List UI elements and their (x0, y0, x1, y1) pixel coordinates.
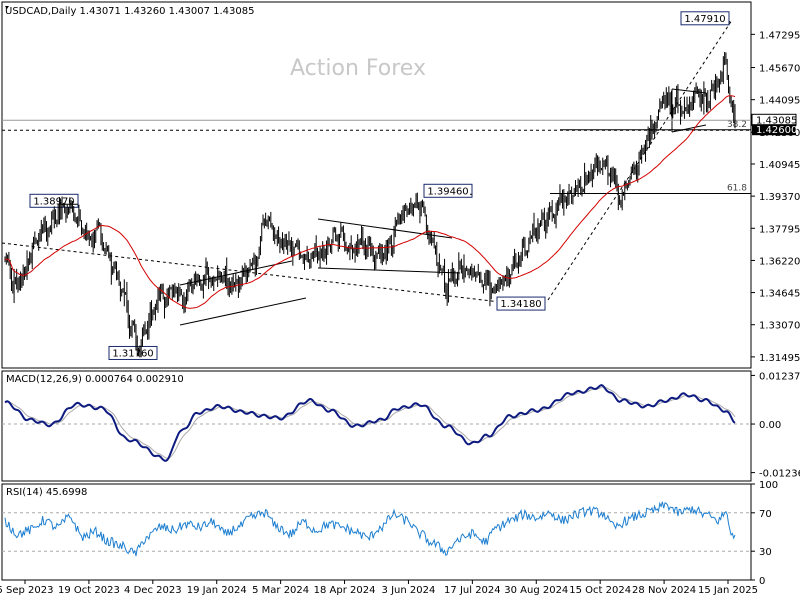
price-tick-label: 1.39370 (759, 192, 800, 203)
macd-title: MACD(12,26,9) 0.000764 0.002910 (6, 374, 184, 385)
macd-signal-line (4, 386, 736, 459)
channel-lower-line (179, 297, 307, 326)
rsi-tick-label: 0 (759, 576, 765, 587)
macd-line (4, 384, 736, 462)
macd-tick-label: 0.00 (759, 420, 781, 431)
swing-label-box (680, 11, 730, 26)
rsi-line (4, 501, 736, 557)
swing-label-text: 1.31760 (112, 348, 153, 359)
swing-label-box (423, 183, 473, 198)
wedge-lower-line (317, 267, 461, 274)
x-tick-label: 5 Mar 2024 (252, 585, 309, 596)
fib-level-label: 38.2 (727, 120, 747, 130)
line-price-box (752, 124, 796, 136)
wedge-upper-line (317, 218, 453, 239)
fib-level-label: 61.8 (727, 183, 747, 193)
swing-label-text: 1.39460 (427, 186, 468, 197)
rsi-title: RSI(14) 45.6998 (6, 487, 87, 498)
x-tick-label: 3 Jun 2024 (382, 585, 436, 596)
moving-average (4, 95, 736, 309)
ohlc-bars (4, 51, 736, 358)
x-tick-label: 5 Sep 2023 (0, 585, 54, 596)
swing-label-text: 1.34180 (500, 299, 541, 310)
x-tick-label: 4 Dec 2023 (124, 585, 182, 596)
x-tick-label: 18 Apr 2024 (314, 585, 376, 596)
price-tick-label: 1.33070 (759, 321, 800, 332)
x-axis: 5 Sep 2023 19 Oct 2023 4 Dec 2023 19 Jan 20… (0, 580, 758, 596)
line-price-label: 1.42600 (756, 125, 797, 136)
price-tick-label: 1.40945 (759, 160, 800, 171)
macd-panel-frame (1, 370, 752, 482)
flag-lower-line (671, 124, 707, 133)
price-tick-label: 1.36220 (759, 256, 800, 267)
swing-label-box (108, 345, 158, 360)
price-tick-label: 1.31495 (759, 353, 800, 364)
x-tick-label: 19 Jan 2024 (187, 585, 247, 596)
x-tick-label: 15 Jan 2025 (698, 585, 758, 596)
swing-label-text: 1.38970 (33, 196, 74, 207)
price-tick-label: 1.45670 (759, 64, 800, 75)
macd-panel: 0.012375 0.00 -0.012367 (2, 371, 800, 480)
price-axis: 1.472951.456701.440951.425001.409451.393… (751, 30, 800, 364)
rsi-panel: 100 70 30 0 (2, 480, 778, 587)
ma-line (4, 95, 736, 309)
swing-label-text: 1.47910 (684, 14, 725, 25)
x-tick-label: 30 Aug 2024 (504, 585, 568, 596)
rsi-tick-label: 30 (759, 547, 772, 558)
macd-tick-label: 0.012375 (759, 371, 800, 382)
price-tick-label: 1.44095 (759, 96, 800, 107)
watermark-text: Action Forex (290, 56, 426, 81)
x-tick-label: 15 Oct 2024 (569, 585, 631, 596)
price-tick-label: 1.34645 (759, 289, 800, 300)
swing-label-box (496, 296, 546, 311)
x-tick-label: 19 Oct 2023 (58, 585, 120, 596)
chart-header: USDCAD,Daily 1.43071 1.43260 1.43007 1.4… (5, 6, 255, 17)
rsi-tick-label: 70 (759, 509, 772, 520)
rsi-tick-label: 100 (759, 480, 778, 491)
price-tick-label: 1.37795 (759, 224, 800, 235)
last-price-label: 1.43085 (756, 115, 797, 126)
dashed-trend-line (547, 19, 733, 301)
header-arrow-icon (5, 6, 9, 9)
x-tick-label: 28 Nov 2024 (632, 585, 696, 596)
macd-tick-label: -0.012367 (759, 469, 800, 480)
annotations: 38.2 61.8 1.38970 1.31760 1.39460 1.34180 1.47… (1, 11, 751, 360)
price-tick-label: 1.47295 (759, 30, 800, 41)
x-tick-label: 17 Jul 2024 (444, 585, 501, 596)
